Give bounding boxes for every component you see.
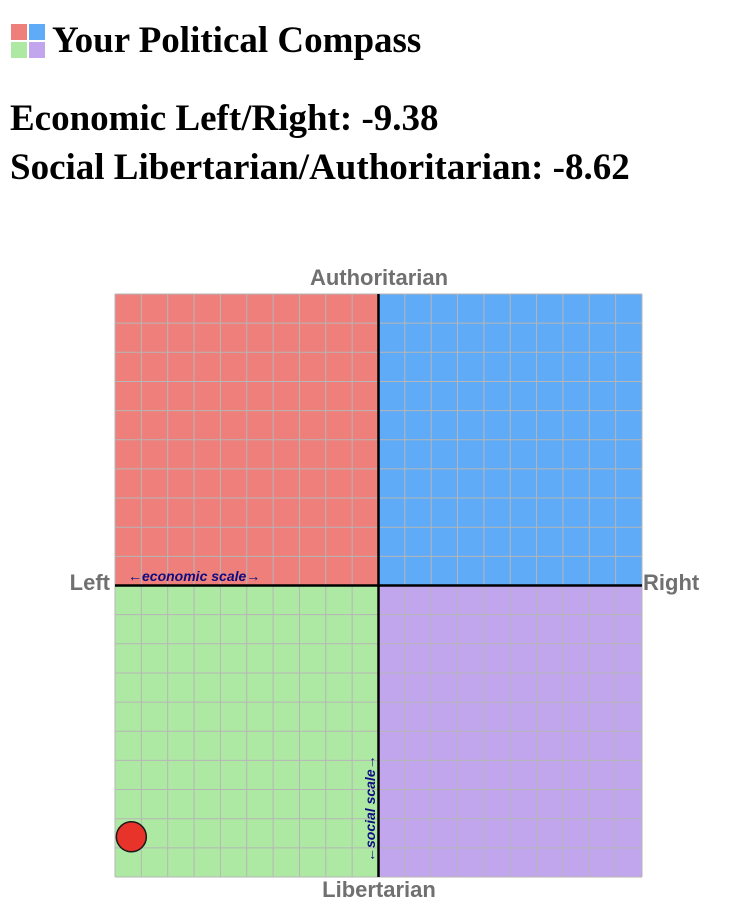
social-score: Social Libertarian/Authoritarian: -8.62 xyxy=(10,149,630,186)
economic-score-value: -9.38 xyxy=(361,98,439,139)
axis-label-left: Left xyxy=(70,570,111,595)
political-compass-logo-icon xyxy=(11,23,45,58)
economic-score: Economic Left/Right: -9.38 xyxy=(10,100,439,137)
economic-scale-label: ←economic scale→ xyxy=(128,568,260,584)
social-score-label: Social Libertarian/Authoritarian: xyxy=(10,147,553,188)
axis-label-authoritarian: Authoritarian xyxy=(310,265,448,290)
axis-label-right: Right xyxy=(643,570,700,595)
economic-score-label: Economic Left/Right: xyxy=(10,98,362,139)
page-title: Your Political Compass xyxy=(52,20,422,61)
page-header: Your Political Compass xyxy=(10,22,421,59)
compass-position-marker xyxy=(115,821,148,853)
social-scale-label: ←social scale→ xyxy=(362,755,378,862)
axis-label-libertarian: Libertarian xyxy=(322,877,436,902)
social-score-value: -8.62 xyxy=(552,147,630,188)
